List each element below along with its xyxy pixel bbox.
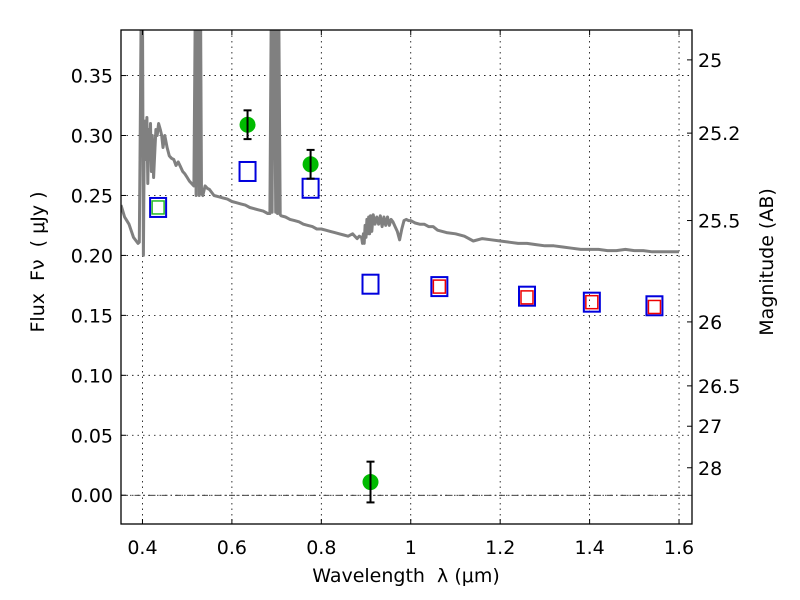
right-tick-label: 26.5: [698, 376, 740, 398]
right-tick-label: 27: [698, 416, 722, 438]
optical-model-inner-square: [151, 200, 165, 215]
nir-model-inner-square: [520, 290, 534, 305]
x-tick-label: 0.4: [127, 537, 157, 559]
y-tick-label: 0.35: [71, 66, 113, 88]
model-square: [149, 196, 168, 218]
nir-model-inner-square: [432, 279, 447, 294]
x-axis: 0.4 0.6 0.8 1 1.2 1.4 1.6: [127, 30, 694, 559]
y-tick-label: 0.00: [71, 485, 113, 507]
model-square: [238, 160, 257, 182]
x-tick-label: 0.8: [306, 537, 336, 559]
right-tick-label: 28: [698, 458, 722, 480]
y-axis-right-label: Magnitude (AB): [756, 188, 778, 336]
y-tick-label: 0.05: [71, 425, 113, 447]
model-square: [518, 285, 537, 307]
nir-model-inner-square: [585, 294, 599, 310]
y-tick-label: 0.30: [71, 126, 113, 148]
model-spectrum: [121, 30, 679, 257]
right-tick-label: 25.2: [698, 123, 740, 145]
right-tick-label: 25: [698, 50, 722, 72]
observed-photometry: [239, 109, 379, 504]
model-square: [361, 273, 380, 295]
y-tick-label: 0.15: [71, 305, 113, 327]
y-tick-label: 0.25: [71, 185, 113, 207]
model-square: [430, 276, 449, 298]
x-tick-label: 1: [405, 537, 417, 559]
model-square: [645, 295, 664, 317]
x-tick-label: 1.4: [574, 537, 604, 559]
nir-model-inner-square: [647, 299, 662, 315]
x-tick-label: 1.6: [664, 537, 694, 559]
plot-frame: [120, 29, 693, 525]
x-axis-label: Wavelength λ (μm): [312, 565, 500, 587]
spectrum-line: [121, 30, 679, 257]
x-tick-label: 0.6: [217, 537, 247, 559]
right-tick-label: 26: [698, 312, 722, 334]
y-tick-label: 0.20: [71, 245, 113, 267]
model-square: [582, 291, 601, 313]
y-axis-left: 0.00 0.05 0.10 0.15 0.20 0.25 0.30 0.35: [71, 66, 126, 507]
y-tick-label: 0.10: [71, 365, 113, 387]
x-tick-label: 1.2: [485, 537, 515, 559]
right-tick-label: 25.5: [698, 211, 740, 233]
y-axis-right: 25 25.2 25.5 26 26.5 27 28: [687, 50, 740, 480]
y-axis-label: Flux Fν ( μJy ): [27, 191, 49, 332]
